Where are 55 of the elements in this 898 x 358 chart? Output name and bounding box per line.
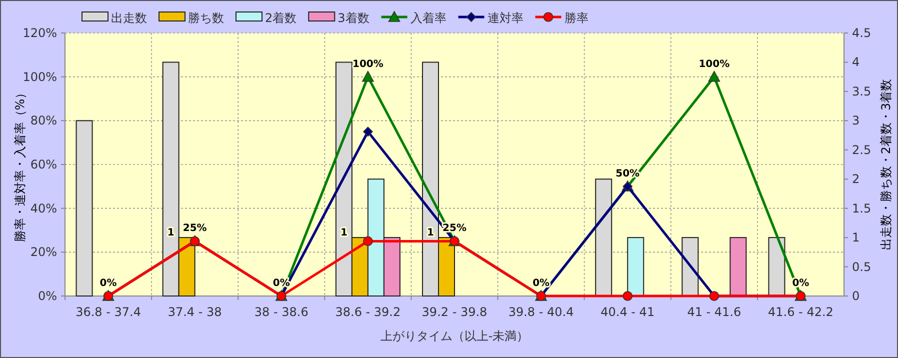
y2-tick-label: 1.5 [852,201,872,216]
bar [76,120,93,296]
y-tick-label: 40% [30,201,57,216]
y-axis-title: 勝率・連対率・入着率（%） [13,86,27,242]
y-tick-label: 80% [30,114,57,128]
x-tick-label: 41 - 41.6 [687,305,742,319]
x-tick-label: 39.2 - 39.8 [422,305,488,319]
data-label: 0% [100,278,117,289]
data-label: 1 [340,228,348,239]
y2-tick-label: 4.5 [852,26,872,40]
legend-label: 連対率 [487,11,524,25]
bar [682,237,699,296]
y2-tick-label: 4 [852,55,860,70]
data-label: 1 [427,228,434,239]
y2-tick-label: 3 [852,114,860,128]
bar [768,237,786,296]
y2-axis-title: 出走数・勝ち数・2着数・3着数 [879,78,893,250]
data-label: 0% [532,278,550,289]
x-tick-label: 38.6 - 39.2 [335,305,401,319]
bar [627,237,644,296]
point [363,126,373,137]
y-tick-label: 60% [30,158,57,172]
point [708,70,720,82]
y-tick-label: 20% [30,245,57,260]
y2-tick-label: 2 [852,172,860,186]
legend-label: 勝ち数 [188,11,224,25]
legend-label: 2着数 [265,11,297,25]
data-label: 1 [167,228,174,239]
point [622,291,633,301]
bar [595,178,612,296]
y-tick-label: 120% [22,26,57,40]
bar [730,237,747,296]
x-tick-label: 36.8 - 37.4 [76,305,141,319]
legend-label: 3着数 [338,11,370,25]
data-label: 100% [352,58,384,70]
legend-label: 入着率 [410,11,446,25]
data-label: 25% [182,223,207,234]
legend-label: 勝率 [564,11,588,25]
data-label: 100% [698,58,730,70]
y2-tick-label: 0 [852,289,860,303]
point [363,236,373,246]
y-tick-label: 100% [22,70,57,84]
y2-tick-label: 0.5 [852,260,872,274]
x-tick-label: 41.6 - 42.2 [768,305,834,319]
y2-tick-label: 2.5 [852,142,872,157]
x-tick-label: 39.8 - 40.4 [508,305,574,319]
y2-tick-label: 3.5 [852,84,872,98]
x-tick-label: 40.4 - 41 [600,305,655,319]
x-tick-label: 37.4 - 38 [168,305,222,319]
point [362,70,374,82]
y-tick-label: 0% [38,289,57,303]
x-axis-title: 上がりタイム（以上-未満） [380,329,529,343]
y2-tick-label: 1 [852,230,860,245]
legend-label: 出走数 [111,11,147,25]
x-tick-label: 38 - 38.6 [254,305,308,319]
